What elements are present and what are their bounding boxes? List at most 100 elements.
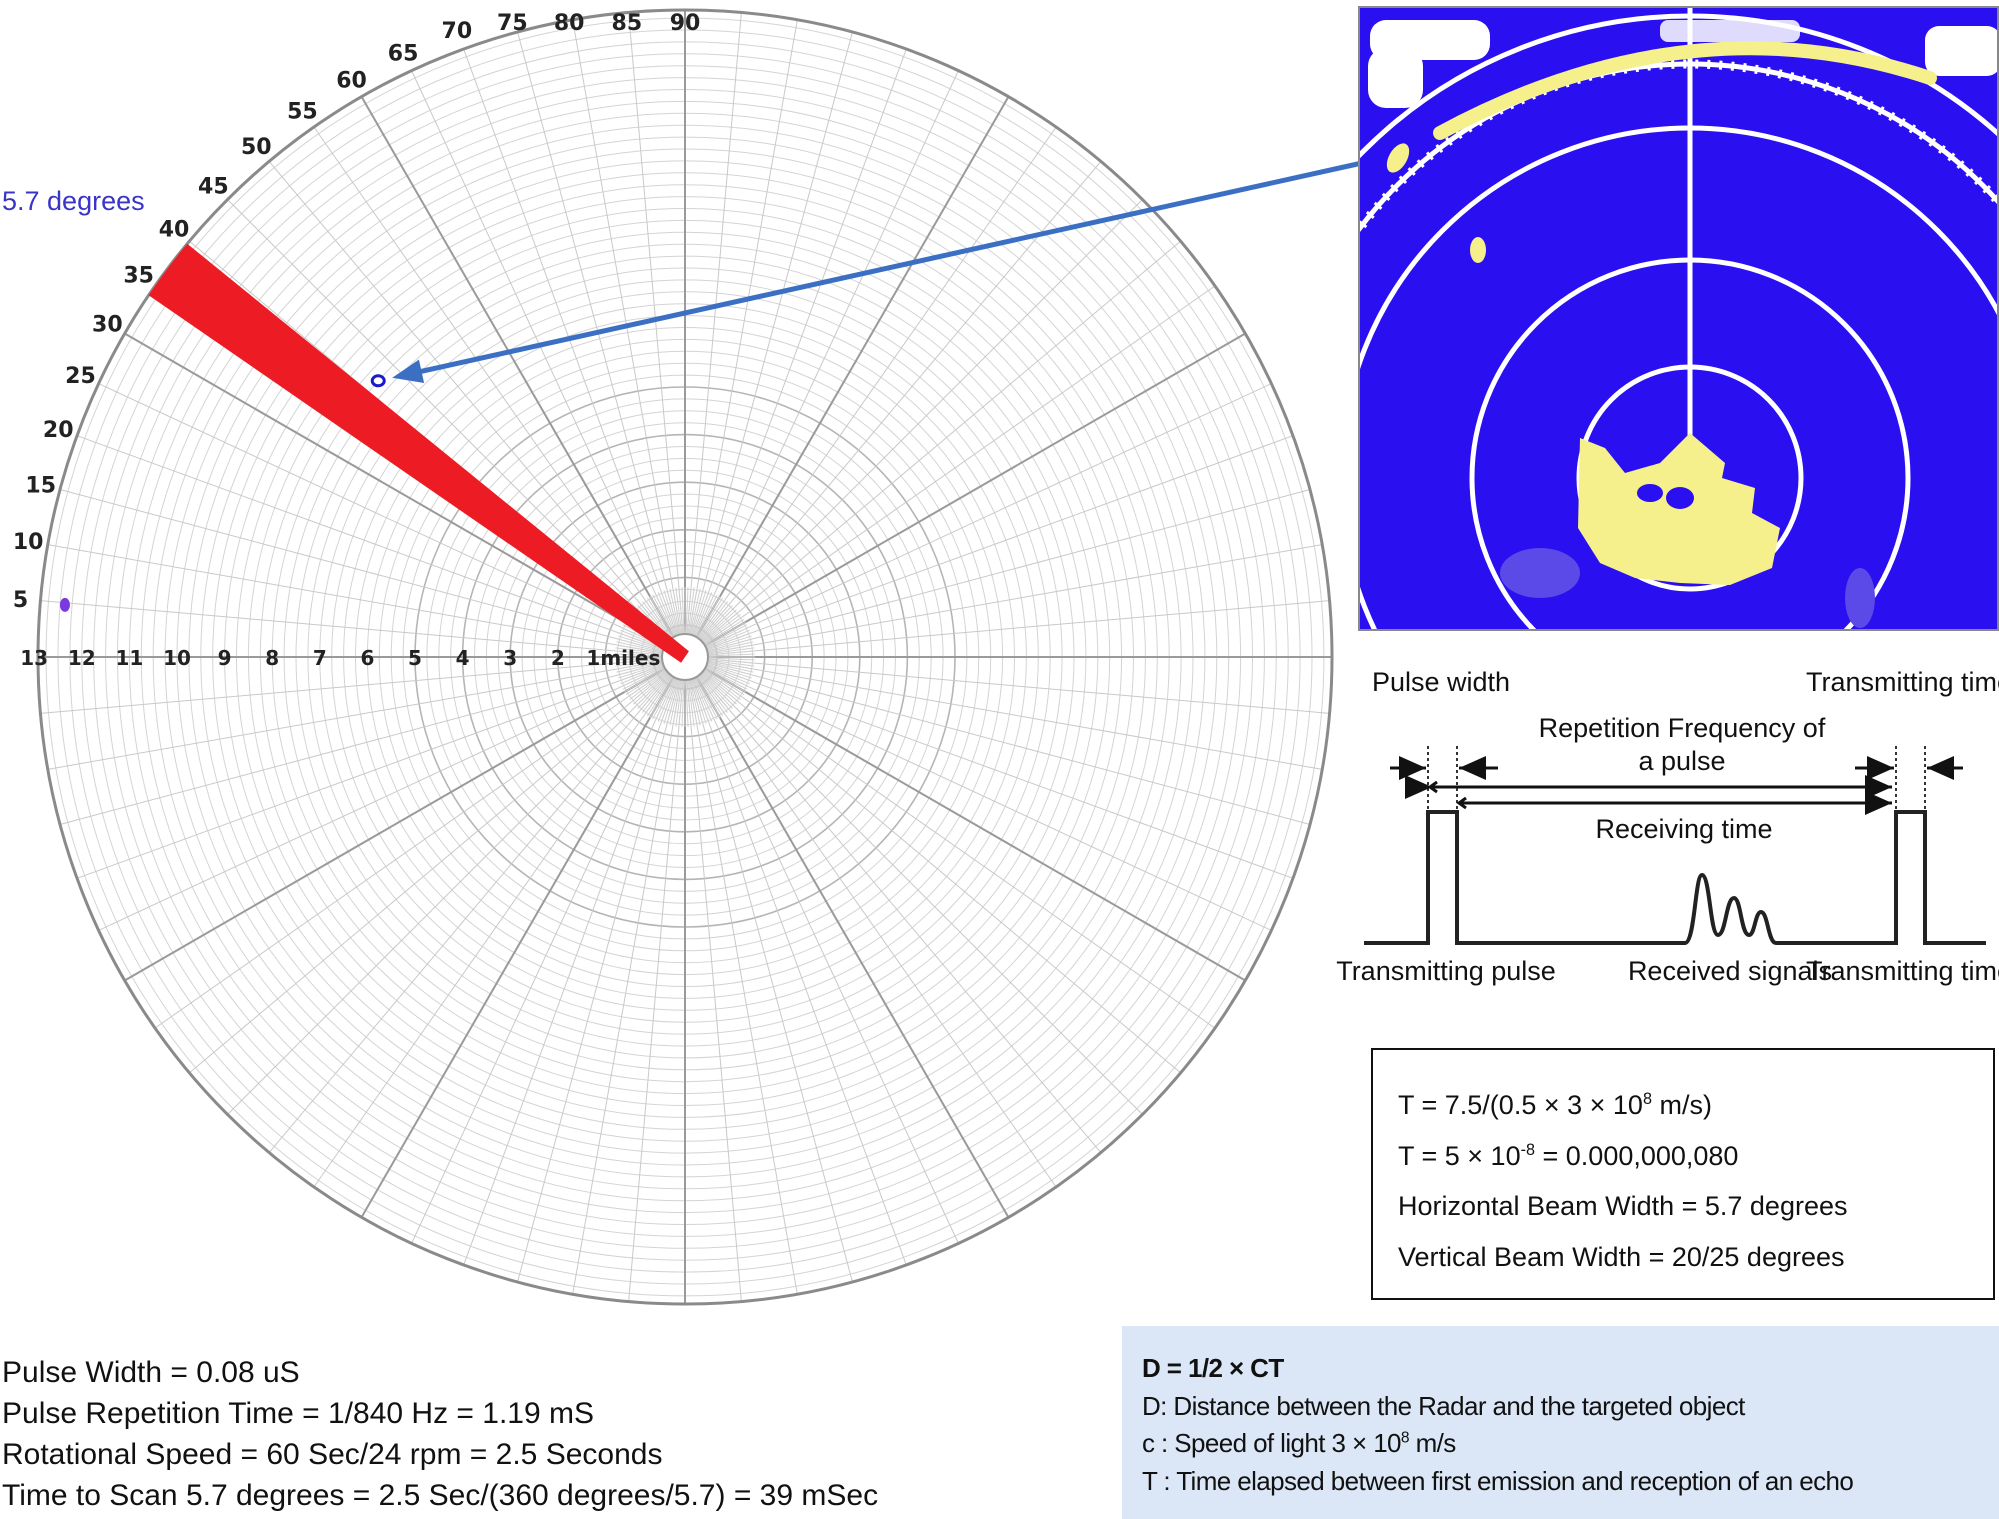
inner-bearing-line	[707, 638, 753, 652]
target-marker	[370, 374, 386, 388]
formula-box: T = 7.5/(0.5 × 3 × 108 m/s) T = 5 × 10-8…	[1371, 1048, 1995, 1300]
inner-bearing-line	[690, 679, 704, 725]
inner-bearing-line	[678, 679, 684, 727]
inner-bearing-line	[706, 665, 750, 685]
bearing-label-45: 45	[198, 174, 229, 199]
inner-bearing-line	[696, 596, 721, 638]
bearing-line	[686, 12, 742, 635]
inner-bearing-line	[666, 589, 680, 635]
arrow-head	[392, 359, 425, 384]
range-label-10: 10	[163, 646, 191, 670]
bearing-line	[690, 31, 853, 635]
bearing-line	[360, 676, 675, 1218]
inner-bearing-line	[615, 660, 663, 670]
beam-sector	[148, 243, 689, 663]
bearing-line	[699, 674, 1102, 1153]
bearing-line	[695, 96, 1010, 638]
inner-bearing-line	[663, 590, 679, 636]
bearing-line	[707, 662, 1311, 825]
inner-bearing-line	[666, 679, 680, 725]
inner-bearing-line	[649, 676, 674, 718]
bearing-line	[688, 19, 798, 635]
inner-bearing-line	[615, 659, 663, 667]
bearing-line	[694, 677, 959, 1244]
pulse-timing-diagram	[1364, 746, 1986, 945]
inner-bearing-line	[695, 677, 718, 720]
inner-bearing-line	[707, 662, 753, 676]
inner-bearing-line	[675, 587, 683, 635]
polar-markers	[59, 374, 386, 612]
formula-line-3: Horizontal Beam Width = 5.7 degrees	[1398, 1191, 1848, 1221]
inner-bearing-line	[619, 632, 664, 650]
parameter-line: Time to Scan 5.7 degrees = 2.5 Sec/(360 …	[2, 1479, 879, 1512]
parameter-line: Pulse Width = 0.08 uS	[2, 1356, 300, 1389]
inner-bearing-line	[615, 647, 663, 655]
range-label-1: 1miles	[586, 646, 660, 670]
bearing-line	[704, 332, 1246, 647]
inner-bearing-line	[681, 679, 685, 727]
inner-bearing-line	[621, 666, 665, 688]
d-definition: D: Distance between the Radar and the ta…	[1142, 1390, 1745, 1421]
inner-bearing-line	[654, 677, 676, 721]
formula-line-2: T = 5 × 10-8 = 0.000,000,080	[1398, 1140, 1739, 1171]
bearing-label-35: 35	[123, 263, 154, 288]
inner-bearing-line	[704, 621, 746, 646]
bearing-line	[411, 677, 676, 1244]
bearing-line	[706, 664, 1294, 879]
inner-bearing-line	[695, 594, 718, 637]
range-label-9: 9	[218, 646, 232, 670]
inner-bearing-line	[706, 663, 752, 679]
bearing-line	[227, 199, 670, 642]
inner-bearing-line	[652, 677, 675, 720]
parameter-line: Pulse Repetition Time = 1/840 Hz = 1.19 …	[2, 1397, 594, 1430]
inner-bearing-line	[693, 678, 713, 722]
inner-bearing-line	[654, 593, 676, 637]
inner-bearing-line	[624, 668, 666, 693]
inner-bearing-line	[706, 629, 750, 649]
bearing-label-40: 40	[159, 217, 190, 242]
inner-bearing-line	[693, 592, 713, 636]
bearing-label-85: 85	[612, 11, 643, 36]
inner-bearing-line	[625, 668, 666, 696]
inner-bearing-line	[707, 660, 755, 670]
inner-bearing-line	[657, 678, 677, 722]
inner-bearing-line	[706, 635, 752, 651]
bearing-line	[628, 12, 684, 635]
radar-parameters: Pulse Width = 0.08 uS Pulse Repetition T…	[2, 1352, 878, 1516]
range-label-8: 8	[265, 646, 279, 670]
inner-bearing-line	[707, 659, 755, 667]
range-label-2: 2	[551, 646, 565, 670]
inner-bearing-line	[703, 669, 743, 698]
inner-bearing-line	[707, 647, 755, 655]
inner-bearing-line	[639, 674, 671, 711]
inner-bearing-line	[689, 679, 701, 726]
transmitting-time-top-label: Transmitting time	[1805, 667, 1999, 697]
inner-bearing-line	[691, 590, 707, 636]
bearing-line	[697, 126, 1057, 639]
secondary-marker	[59, 597, 70, 612]
bearing-line	[707, 658, 1330, 714]
inner-bearing-line	[635, 672, 670, 707]
bearing-label-80: 80	[554, 11, 585, 36]
inner-bearing-line	[678, 587, 684, 635]
c-definition: c : Speed of light 3 × 108 m/s	[1142, 1428, 1456, 1458]
inner-bearing-line	[707, 661, 754, 673]
inner-bearing-line	[622, 667, 665, 690]
bearing-label-75: 75	[497, 11, 528, 36]
bearing-line	[686, 679, 742, 1302]
inner-bearing-line	[672, 679, 682, 727]
bearing-line	[517, 679, 680, 1283]
range-label-13: 13	[20, 646, 48, 670]
inner-bearing-line	[697, 675, 726, 715]
inner-bearing-line	[702, 670, 741, 701]
inner-bearing-line	[688, 587, 698, 635]
bearing-line	[707, 489, 1311, 652]
bearing-line	[313, 675, 673, 1188]
parameter-line: Rotational Speed = 60 Sec/24 rpm = 2.5 S…	[2, 1438, 663, 1471]
inner-bearing-line	[707, 657, 755, 661]
received-signals-label: Received signals	[1627, 956, 1833, 986]
inner-bearing-line	[702, 611, 739, 643]
inner-bearing-line	[696, 597, 724, 638]
